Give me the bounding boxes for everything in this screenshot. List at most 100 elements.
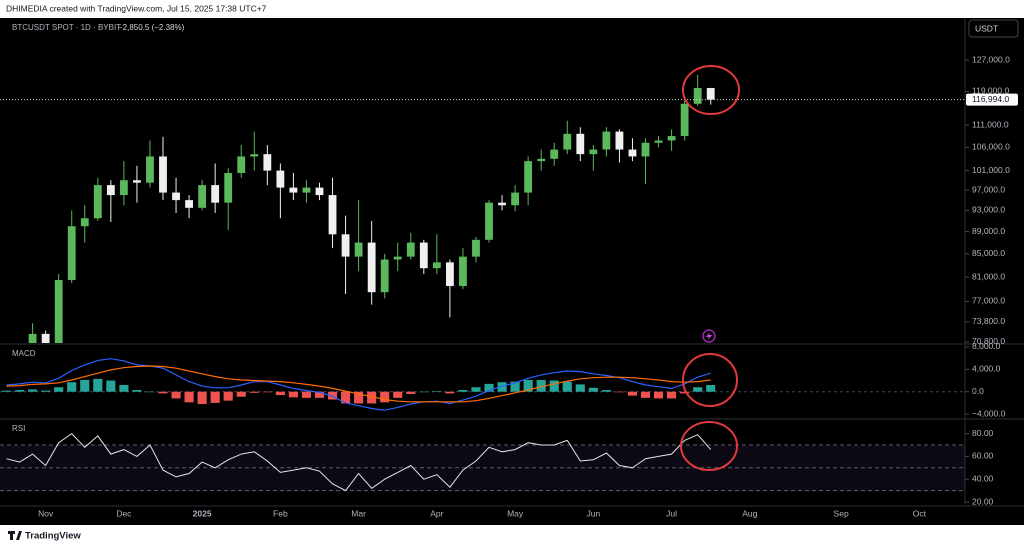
candle-body bbox=[224, 172, 233, 203]
candle-body bbox=[654, 140, 663, 143]
candle-body bbox=[628, 149, 637, 157]
histogram-bar bbox=[119, 384, 129, 392]
chart-background bbox=[0, 18, 1024, 525]
x-tick-label: Sep bbox=[834, 508, 849, 518]
candle-body bbox=[106, 185, 115, 196]
histogram-bar bbox=[314, 391, 325, 398]
histogram-bar bbox=[301, 391, 312, 398]
macd-plot bbox=[0, 358, 965, 411]
signal-line bbox=[6, 365, 711, 403]
candles bbox=[28, 74, 715, 343]
candle-body bbox=[185, 200, 193, 208]
histogram-bar bbox=[367, 391, 377, 404]
histogram-bar bbox=[393, 391, 403, 398]
histogram-bar bbox=[288, 391, 298, 398]
last-price-tag bbox=[966, 93, 1018, 106]
histogram-bar bbox=[549, 380, 559, 392]
histogram-bar bbox=[562, 381, 572, 392]
currency-button[interactable] bbox=[968, 19, 1019, 38]
annotation-circle bbox=[682, 353, 738, 407]
candle-body bbox=[133, 180, 141, 183]
y-tick-label: 77,000.0 bbox=[972, 296, 1005, 306]
x-tick-label: May bbox=[507, 508, 524, 518]
candle-body bbox=[172, 192, 180, 201]
x-tick-label: Mar bbox=[351, 508, 366, 518]
candle-body bbox=[80, 218, 89, 227]
candle-body bbox=[485, 202, 493, 240]
x-tick-label: 2025 bbox=[193, 508, 212, 518]
y-tick-label: 20.00 bbox=[972, 496, 994, 506]
y-tick-label: 73,800.0 bbox=[972, 316, 1005, 326]
histogram-bar bbox=[588, 387, 598, 392]
candle-body bbox=[602, 131, 611, 150]
y-tick-label: −4,000.0 bbox=[972, 408, 1006, 418]
histogram-bar bbox=[693, 387, 703, 392]
histogram-bar bbox=[197, 391, 207, 405]
macd-line bbox=[6, 358, 711, 411]
logo bbox=[8, 531, 22, 540]
candle-body bbox=[432, 262, 441, 269]
candle-body bbox=[576, 133, 585, 155]
candle-body bbox=[54, 280, 63, 343]
histogram-bar bbox=[93, 378, 103, 392]
histogram-bar bbox=[67, 382, 77, 392]
last-price-label: 116,994.0 bbox=[972, 94, 1009, 104]
price-change: −2,850.5 (−2.38%) bbox=[118, 23, 185, 32]
histogram-bar bbox=[14, 390, 25, 392]
candle-body bbox=[550, 149, 559, 159]
candle-body bbox=[28, 333, 37, 343]
x-tick-label: Jul bbox=[666, 508, 677, 518]
candle-body bbox=[406, 242, 415, 257]
histogram-bar bbox=[132, 390, 142, 392]
candle-body bbox=[146, 156, 154, 183]
candle-body bbox=[250, 154, 259, 157]
candle-body bbox=[615, 131, 624, 150]
rsi-band bbox=[0, 444, 965, 491]
symbol-legend: BTCUSDT SPOT · 1D · BYBIT bbox=[12, 23, 121, 32]
x-tick-label: Nov bbox=[38, 508, 54, 518]
histogram-bar bbox=[145, 391, 155, 393]
event-icon[interactable] bbox=[702, 329, 716, 343]
histogram-bar bbox=[275, 391, 285, 396]
candle-body bbox=[302, 187, 311, 193]
candle-body bbox=[367, 242, 376, 293]
x-tick-label: Feb bbox=[273, 508, 288, 518]
candle-body bbox=[328, 195, 337, 235]
candle-body bbox=[276, 170, 285, 188]
candle-body bbox=[524, 161, 533, 193]
candle-body bbox=[563, 133, 572, 150]
histogram-bar bbox=[28, 389, 38, 392]
y-tick-label: 85,000.0 bbox=[972, 248, 1005, 258]
histogram-bar bbox=[380, 391, 390, 403]
currency[interactable]: USDT bbox=[975, 23, 998, 33]
histogram-bar bbox=[497, 382, 507, 392]
y-tick-label: 70,800.0 bbox=[972, 336, 1005, 346]
histogram-bar bbox=[1, 390, 12, 392]
candle-body bbox=[693, 88, 702, 104]
y-tick-label: 127,000.0 bbox=[972, 54, 1010, 64]
candle-body bbox=[445, 262, 454, 287]
event-icon-bolt bbox=[706, 332, 712, 340]
histogram-bar bbox=[627, 391, 638, 396]
histogram-bar bbox=[419, 391, 429, 393]
candle-body bbox=[498, 202, 506, 206]
histogram-bar bbox=[445, 391, 455, 394]
histogram-bar bbox=[471, 387, 481, 392]
histogram-bar bbox=[536, 379, 546, 392]
x-tick-label: Aug bbox=[742, 508, 757, 518]
histogram-bar bbox=[171, 391, 181, 399]
y-tick-label: 8,000.0 bbox=[972, 341, 1001, 351]
candle-body bbox=[315, 187, 324, 196]
histogram-bar bbox=[510, 381, 520, 392]
candle-body bbox=[667, 136, 676, 141]
candle-body bbox=[289, 187, 298, 193]
y-tick-label: 60.00 bbox=[972, 451, 994, 461]
candle-body bbox=[198, 185, 207, 208]
annotation-circle bbox=[682, 65, 740, 115]
histogram-bar bbox=[341, 391, 351, 404]
candle-body bbox=[67, 226, 76, 281]
candle-body bbox=[159, 156, 167, 193]
candle-body bbox=[237, 156, 246, 173]
histogram-bar bbox=[432, 391, 442, 392]
